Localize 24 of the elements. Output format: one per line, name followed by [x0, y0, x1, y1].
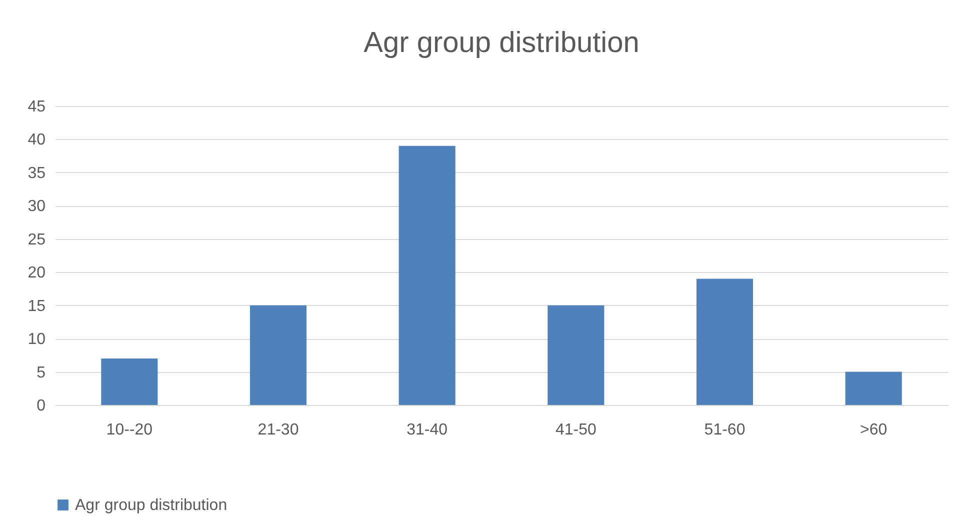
bar — [250, 305, 307, 405]
y-tick-label: 40 — [28, 132, 46, 149]
y-tick-label: 45 — [28, 98, 46, 116]
y-tick-label: 15 — [28, 298, 46, 315]
y-tick-label: 30 — [28, 198, 46, 216]
x-tick-label: 10--20 — [106, 422, 153, 438]
x-tick-label: >60 — [860, 422, 888, 438]
y-tick-label: 35 — [28, 164, 46, 182]
y-tick-label: 0 — [36, 398, 46, 414]
y-tick-label: 25 — [28, 231, 46, 248]
x-tick-label: 41-50 — [555, 422, 596, 438]
chart-title: Agr group distribution — [364, 27, 640, 59]
bar — [101, 358, 158, 405]
y-tick-label: 20 — [28, 264, 46, 282]
x-tick-label: 51-60 — [704, 422, 746, 438]
bar — [398, 146, 456, 405]
x-tick-label: 21-30 — [258, 422, 299, 438]
y-tick-label: 10 — [28, 331, 46, 348]
bar — [845, 372, 902, 405]
bar — [548, 305, 604, 405]
x-tick-label: 31-40 — [406, 422, 448, 438]
bar — [696, 278, 754, 405]
y-tick-label: 5 — [36, 364, 46, 382]
legend-label: Agr group distribution — [75, 497, 228, 514]
